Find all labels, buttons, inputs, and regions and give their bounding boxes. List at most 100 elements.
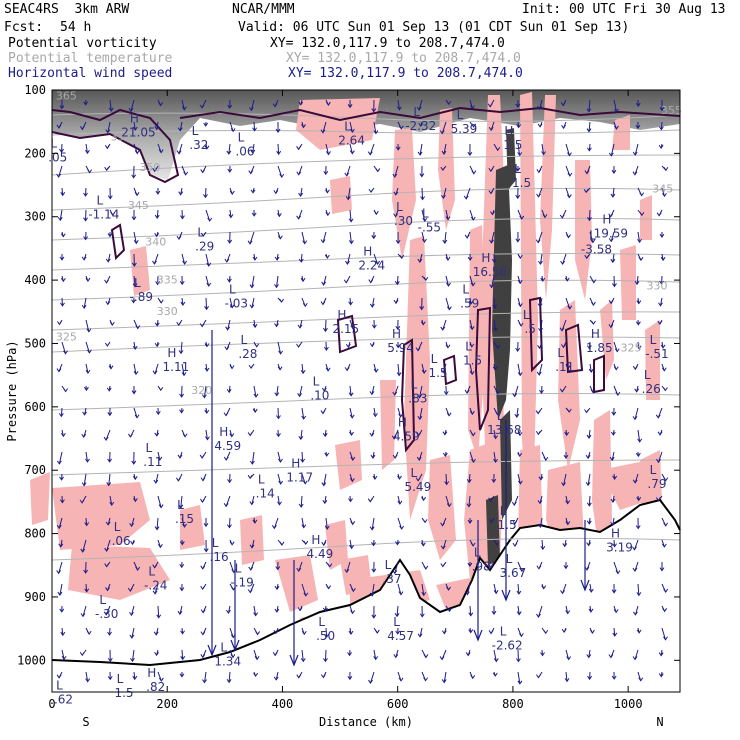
wind-vector-head xyxy=(227,104,233,110)
wind-vector-head xyxy=(493,435,499,440)
wind-vector-head xyxy=(489,284,495,289)
wind-vector-head xyxy=(367,151,373,156)
wind-vector xyxy=(205,253,210,267)
wind-vector-head xyxy=(537,500,543,505)
wind-vector-head xyxy=(301,415,307,420)
wind-vector-head xyxy=(471,170,477,175)
pv-extremum-type: L xyxy=(431,352,438,366)
wind-vector xyxy=(301,363,304,374)
wind-vector-head xyxy=(274,392,280,397)
wind-vector-head xyxy=(179,587,185,592)
wind-vector xyxy=(277,473,282,485)
wind-vector-head xyxy=(662,387,668,392)
pv-extremum-type: L xyxy=(258,473,265,487)
wind-vector-head xyxy=(130,540,135,546)
wind-vector xyxy=(468,473,471,483)
wind-vector-head xyxy=(247,474,253,480)
wind-vector-head xyxy=(60,233,66,238)
x-tick-label: 1000 xyxy=(614,697,643,711)
wind-vector-head xyxy=(79,651,85,657)
pv-extremum-value: .62 xyxy=(54,693,73,707)
wind-vector-head xyxy=(591,301,596,306)
wind-vector-head xyxy=(395,344,401,349)
wind-vector xyxy=(517,363,521,376)
wind-vector-head xyxy=(610,498,616,503)
pv-extremum-type: L xyxy=(650,333,657,347)
wind-vector-head xyxy=(60,631,66,637)
wind-vector-head xyxy=(565,365,571,370)
wind-vector xyxy=(59,209,63,221)
wind-vector-head xyxy=(495,411,501,416)
wind-vector xyxy=(588,341,591,349)
wind-vector-head xyxy=(203,548,209,553)
wind-vector xyxy=(108,473,111,486)
wind-vector-head xyxy=(82,411,88,416)
wind-vector-head xyxy=(488,167,494,173)
wind-vector-head xyxy=(442,239,448,244)
x-tick-label: 400 xyxy=(272,697,294,711)
wind-vector-head xyxy=(467,519,473,524)
wind-vector xyxy=(349,121,353,133)
wind-vector-head xyxy=(635,102,641,108)
wind-vector-head xyxy=(421,496,426,502)
wind-vector-head xyxy=(130,657,135,663)
wind-vector xyxy=(131,627,135,639)
wind-vector xyxy=(397,363,400,376)
wind-vector-head xyxy=(422,519,428,524)
wind-vector-head xyxy=(133,240,139,245)
pv-extremum-type: L xyxy=(457,108,464,122)
wind-vector-head xyxy=(158,102,164,107)
wind-vector-head xyxy=(348,301,354,306)
wind-vector-head xyxy=(229,365,235,370)
pv-extremum-value: -.55 xyxy=(418,220,441,234)
wind-vector-head xyxy=(375,168,381,173)
wind-vector-head xyxy=(59,148,64,153)
wind-vector xyxy=(85,451,88,462)
wind-vector-head xyxy=(153,479,159,484)
wind-vector-head xyxy=(422,217,428,223)
wind-vector xyxy=(203,385,207,398)
wind-vector-head xyxy=(249,304,255,309)
wind-vector-head xyxy=(129,634,135,639)
wind-vector-head xyxy=(464,234,470,239)
wind-vector-head xyxy=(200,609,206,614)
wind-vector-head xyxy=(298,258,304,263)
wind-vector xyxy=(107,121,111,133)
wind-vector-head xyxy=(584,170,590,175)
wind-vector-head xyxy=(395,146,401,151)
pv-extremum-value: .05 xyxy=(48,151,67,165)
wind-vector-head xyxy=(514,413,520,418)
wind-vector xyxy=(205,275,210,287)
wind-vector xyxy=(565,671,568,682)
wind-vector-head xyxy=(324,452,330,457)
wind-vector-head xyxy=(369,303,375,308)
wind-vector-head xyxy=(637,238,642,244)
wind-vector xyxy=(61,649,65,660)
wind-vector xyxy=(419,407,423,420)
wind-vector-head xyxy=(614,125,619,130)
wind-vectors xyxy=(56,99,669,685)
wind-vector-head xyxy=(135,566,141,572)
wind-vector-head xyxy=(493,327,499,332)
wind-vector-head xyxy=(470,105,475,110)
wind-vector-head xyxy=(271,525,277,530)
pv-extremum-value: 2.24 xyxy=(358,258,385,272)
wind-vector xyxy=(397,517,403,530)
pv-contours xyxy=(51,106,681,453)
x-tick-label: 800 xyxy=(502,697,524,711)
wind-vector xyxy=(181,649,184,660)
wind-vector-head xyxy=(662,192,667,198)
wind-vector xyxy=(228,143,231,154)
wind-vector-head xyxy=(610,431,616,436)
wind-vector-head xyxy=(440,545,446,550)
wind-vector-head xyxy=(421,591,427,597)
wind-vector xyxy=(59,583,63,596)
wind-vector xyxy=(275,275,279,288)
wind-vector-head xyxy=(57,591,63,596)
wind-vector-head xyxy=(324,346,329,352)
x-tick-label: 600 xyxy=(387,697,409,711)
wind-vector-head xyxy=(396,372,402,377)
wind-vector-head xyxy=(659,107,665,112)
wind-vector xyxy=(253,385,257,398)
